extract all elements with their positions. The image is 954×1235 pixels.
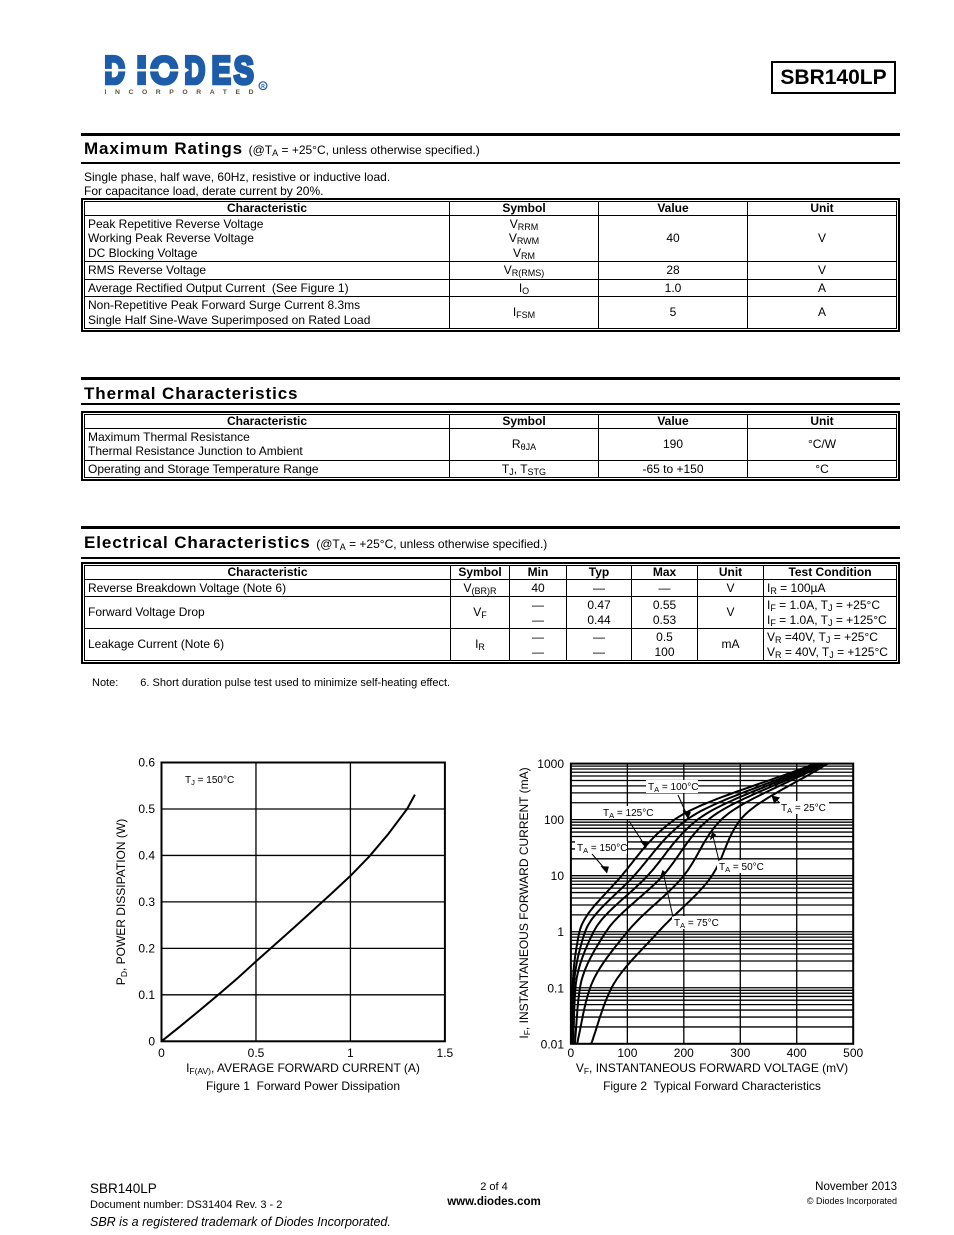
svg-text:Figure 2 Typical Forward Char: Figure 2 Typical Forward Characteristics <box>603 1079 821 1093</box>
svg-text:100: 100 <box>617 1046 637 1060</box>
svg-text:10: 10 <box>551 869 565 883</box>
svg-text:0.3: 0.3 <box>138 895 155 909</box>
svg-text:0.4: 0.4 <box>138 848 155 862</box>
svg-text:0.1: 0.1 <box>547 981 564 995</box>
svg-text:0.5: 0.5 <box>248 1046 265 1060</box>
svg-text:R: R <box>261 84 265 90</box>
svg-text:TA = 75°C: TA = 75°C <box>674 918 719 930</box>
svg-text:Figure 1 Forward Power Dissip: Figure 1 Forward Power Dissipation <box>206 1079 400 1093</box>
svg-text:0.6: 0.6 <box>138 756 155 770</box>
svg-text:1: 1 <box>347 1046 354 1060</box>
svg-text:TA = 100°C: TA = 100°C <box>648 782 698 794</box>
svg-text:300: 300 <box>730 1046 750 1060</box>
svg-text:TA = 150°C: TA = 150°C <box>577 843 627 855</box>
svg-text:1.5: 1.5 <box>437 1046 454 1060</box>
svg-text:200: 200 <box>674 1046 694 1060</box>
svg-text:0: 0 <box>158 1046 165 1060</box>
svg-text:500: 500 <box>843 1046 863 1060</box>
svg-text:INCORPORATED: INCORPORATED <box>105 89 262 96</box>
svg-text:0: 0 <box>148 1034 155 1048</box>
svg-text:0.01: 0.01 <box>541 1037 565 1051</box>
svg-text:TJ = 150°C: TJ = 150°C <box>185 775 234 787</box>
svg-text:E: E <box>212 50 231 93</box>
svg-text:1: 1 <box>557 925 564 939</box>
svg-text:400: 400 <box>787 1046 807 1060</box>
svg-text:100: 100 <box>544 813 564 827</box>
svg-text:0: 0 <box>568 1046 575 1060</box>
svg-text:0.2: 0.2 <box>138 941 155 955</box>
svg-text:TA = 25°C: TA = 25°C <box>781 803 826 815</box>
svg-text:TA = 50°C: TA = 50°C <box>719 862 764 874</box>
svg-text:VF, INSTANTANEOUS FORWARD VOLT: VF, INSTANTANEOUS FORWARD VOLTAGE (mV) <box>576 1061 848 1076</box>
svg-text:IF(AV), AVERAGE FORWARD CURREN: IF(AV), AVERAGE FORWARD CURRENT (A) <box>186 1061 420 1076</box>
svg-text:TA = 125°C: TA = 125°C <box>603 808 653 820</box>
svg-text:0.1: 0.1 <box>138 988 155 1002</box>
svg-text:D: D <box>184 50 205 93</box>
svg-text:S: S <box>234 50 254 92</box>
svg-text:IF, INSTANTANEOUS FORWARD CURR: IF, INSTANTANEOUS FORWARD CURRENT (mA) <box>517 767 532 1038</box>
svg-text:PD, POWER DISSIPATION (W): PD, POWER DISSIPATION (W) <box>114 819 129 985</box>
svg-text:0.5: 0.5 <box>138 802 155 816</box>
svg-text:1000: 1000 <box>537 757 564 771</box>
